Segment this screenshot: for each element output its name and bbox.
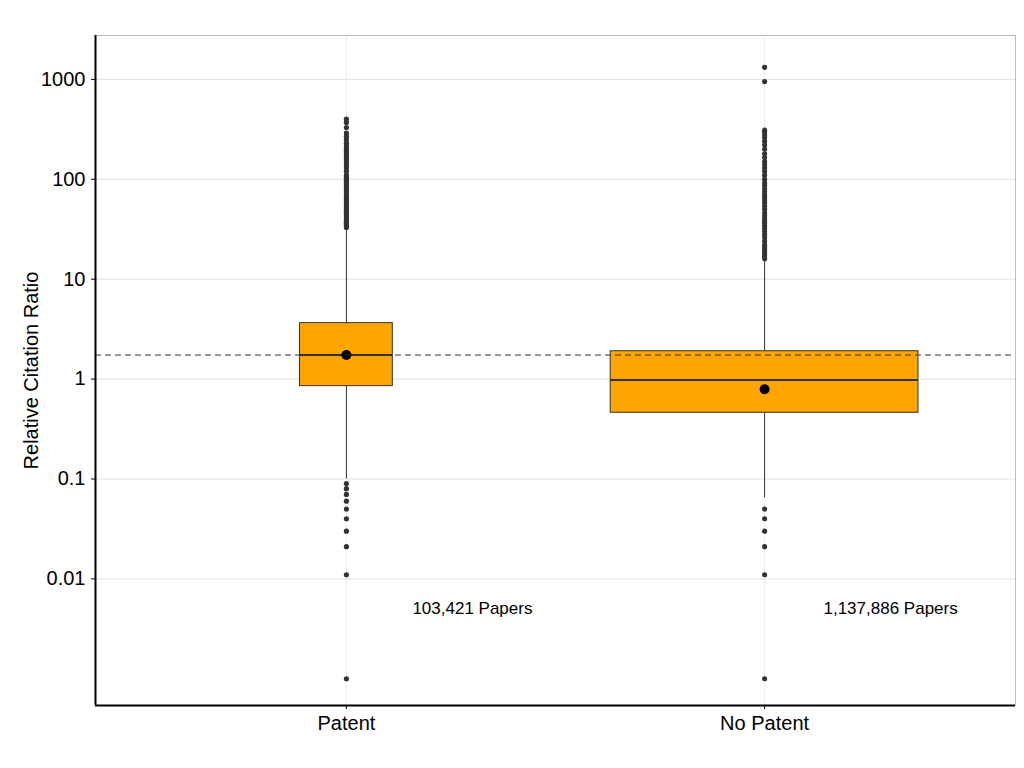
svg-text:1000: 1000 [41, 68, 86, 90]
svg-text:0.1: 0.1 [58, 467, 86, 489]
svg-text:100: 100 [52, 168, 85, 190]
svg-text:No Patent: No Patent [720, 712, 809, 734]
svg-text:10: 10 [63, 268, 85, 290]
svg-text:103,421 Papers: 103,421 Papers [412, 599, 532, 618]
svg-text:Relative Citation Ratio: Relative Citation Ratio [20, 272, 42, 470]
svg-text:1,137,886 Papers: 1,137,886 Papers [823, 599, 957, 618]
svg-text:0.01: 0.01 [47, 567, 86, 589]
svg-text:Patent: Patent [317, 712, 375, 734]
svg-text:1: 1 [74, 367, 85, 389]
